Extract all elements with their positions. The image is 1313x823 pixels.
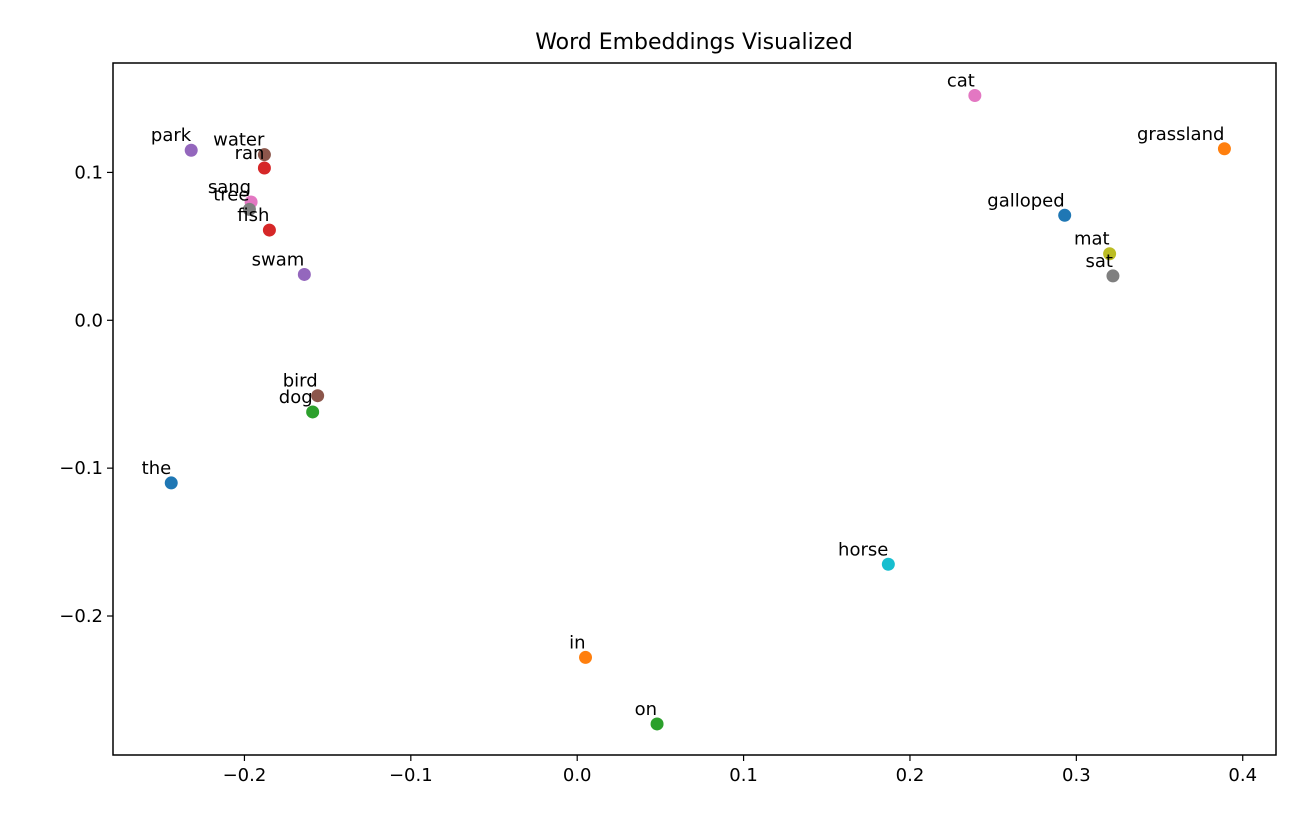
- x-tick-label: 0.0: [563, 765, 592, 786]
- point-mat: [1103, 247, 1117, 261]
- y-tick-label: −0.2: [59, 606, 103, 627]
- point-label-cat: cat: [947, 71, 975, 92]
- point-swam: [297, 267, 311, 281]
- point-ran: [257, 161, 271, 175]
- point-label-bird: bird: [283, 371, 318, 392]
- point-label-ran: ran: [235, 143, 265, 164]
- point-label-dog: dog: [279, 387, 313, 408]
- point-label-water: water: [213, 130, 265, 151]
- point-park: [184, 143, 198, 157]
- chart-title: Word Embeddings Visualized: [535, 30, 853, 55]
- y-tick-label: 0.1: [74, 162, 103, 183]
- y-axis-ticks: 0.1 0.0 −0.1 −0.2: [59, 162, 113, 627]
- point-cat: [968, 89, 982, 103]
- point-tree: [242, 202, 256, 216]
- y-tick-label: 0.0: [74, 310, 103, 331]
- point-label-tree: tree: [213, 184, 249, 205]
- data-points: [164, 89, 1231, 731]
- point-label-fish: fish: [237, 205, 269, 226]
- point-label-grassland: grassland: [1137, 124, 1224, 145]
- point-grassland: [1217, 142, 1231, 156]
- point-in: [579, 650, 593, 664]
- point-label-horse: horse: [838, 539, 888, 560]
- x-tick-label: −0.2: [223, 765, 267, 786]
- point-label-swam: swam: [252, 249, 305, 270]
- point-fish: [262, 223, 276, 237]
- plot-area-frame: [112, 62, 1277, 756]
- point-label-the: the: [142, 458, 172, 479]
- point-galloped: [1058, 208, 1072, 222]
- point-label-sat: sat: [1085, 251, 1112, 272]
- point-labels: the cat sat on mat dog ran in park bird sangtreefi…: [142, 71, 1225, 720]
- x-axis-ticks: −0.2 −0.1 0.0 0.1 0.2 0.3 0.4: [223, 755, 1257, 786]
- x-tick-label: 0.3: [1062, 765, 1091, 786]
- x-tick-label: 0.2: [896, 765, 925, 786]
- point-bird: [311, 389, 325, 403]
- point-the: [164, 476, 178, 490]
- point-horse: [881, 557, 895, 571]
- point-dog: [306, 405, 320, 419]
- point-label-galloped: galloped: [987, 190, 1064, 211]
- point-water: [257, 148, 271, 162]
- y-tick-label: −0.1: [59, 458, 103, 479]
- point-label-park: park: [151, 125, 192, 146]
- point-label-sang: sang: [208, 177, 251, 198]
- point-sat: [1106, 269, 1120, 283]
- x-tick-label: −0.1: [389, 765, 433, 786]
- point-label-on: on: [635, 699, 657, 720]
- x-tick-label: 0.1: [729, 765, 758, 786]
- x-tick-label: 0.4: [1228, 765, 1257, 786]
- point-label-mat: mat: [1074, 229, 1110, 250]
- point-label-in: in: [569, 632, 585, 653]
- point-on: [650, 717, 664, 731]
